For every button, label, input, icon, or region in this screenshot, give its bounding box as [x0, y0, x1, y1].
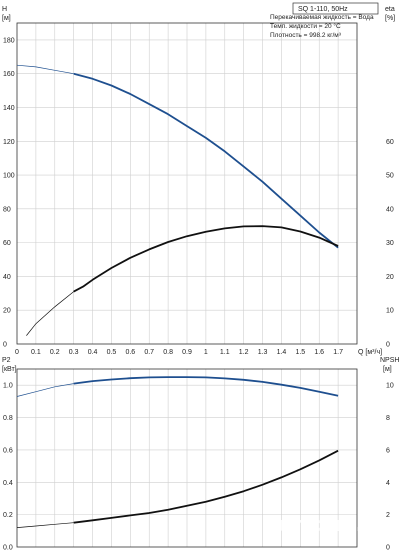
bottom-ticks: 0.0 0.2 0.4 0.6 0.8 1.0 0 2 4 6 8 10 [3, 383, 394, 552]
x-tick-label: 0 [15, 349, 19, 356]
watermark: nuitcom.by [264, 512, 390, 536]
top-left-axis-label: H [2, 6, 7, 13]
x-tick-label: 0.7 [144, 349, 154, 356]
top-right-tick-label: 50 [386, 173, 394, 180]
top-series-1-line [73, 225, 339, 293]
bottom-left-tick-label: 1.0 [3, 383, 13, 390]
bottom-series-0-line [73, 376, 339, 397]
top-ticks: 0 20 40 60 80 100 120 140 160 180 0 10 20 30 40 50 60 0 0.… [3, 37, 394, 356]
top-right-axis-label: eta [385, 6, 395, 13]
x-axis-name: Q [358, 349, 364, 356]
x-tick-label: 0.1 [31, 349, 41, 356]
top-left-tick-label: 40 [3, 274, 11, 281]
x-tick-label: 0.8 [163, 349, 173, 356]
bottom-left-tick-label: 0.6 [3, 447, 13, 454]
top-series-0-thin-line [16, 64, 74, 75]
bottom-right-axis-label: NPSH [380, 357, 399, 364]
x-axis-label: Q [м³/ч] [358, 349, 382, 356]
x-tick-label: 0.3 [69, 349, 79, 356]
info-line-temp: Темп. жидкости = 20 °C [270, 22, 341, 30]
top-chart: 0 20 40 60 80 100 120 140 160 180 0 10 20 30 40 50 60 0 0.… [2, 2, 395, 356]
chart-title: SQ 1-110, 50Hz [298, 6, 348, 13]
top-series [16, 64, 339, 336]
info-line-fluid: Перекачиваемая жидкость = Вода [270, 14, 374, 21]
x-tick-label: 1.5 [295, 349, 305, 356]
x-tick-label: 0.4 [88, 349, 98, 356]
x-tick-label: 1.4 [277, 349, 287, 356]
top-right-tick-label: 20 [386, 274, 394, 281]
top-left-tick-label: 80 [3, 206, 11, 213]
x-tick-label: 1.3 [258, 349, 268, 356]
top-right-tick-label: 60 [386, 139, 394, 146]
bottom-right-tick-label: 0 [386, 545, 390, 551]
x-tick-label: 1 [204, 349, 208, 356]
bottom-plot-frame [16, 368, 358, 548]
bottom-right-tick-label: 8 [386, 415, 390, 422]
top-grid [17, 23, 357, 344]
top-plot-frame [16, 22, 358, 345]
top-series-0-line [73, 72, 339, 249]
top-left-tick-label: 60 [3, 240, 11, 247]
top-right-tick-label: 0 [386, 342, 390, 349]
x-tick-label: 0.5 [107, 349, 117, 356]
bottom-left-axis-label: P2 [2, 357, 11, 364]
top-right-axis-unit: [%] [385, 15, 395, 22]
bottom-series [16, 376, 339, 528]
x-tick-label: 1.6 [314, 349, 324, 356]
info-line-density: Плотность = 998.2 кг/м³ [270, 32, 342, 39]
x-tick-label: 0.9 [182, 349, 192, 356]
bottom-left-tick-label: 0.4 [3, 480, 13, 487]
bottom-left-tick-label: 0.0 [3, 545, 13, 551]
top-left-tick-label: 20 [3, 308, 11, 315]
bottom-right-tick-label: 10 [386, 383, 394, 390]
bottom-right-axis-unit: [м] [383, 366, 392, 373]
bottom-right-tick-label: 2 [386, 512, 390, 519]
bottom-right-tick-label: 6 [386, 447, 390, 454]
top-right-tick-label: 10 [386, 308, 394, 315]
x-tick-label: 0.6 [125, 349, 135, 356]
top-left-tick-label: 140 [3, 105, 15, 112]
x-tick-label: 1.7 [333, 349, 343, 356]
top-left-tick-label: 100 [3, 173, 15, 180]
x-axis-unit: [м³/ч] [365, 349, 382, 356]
top-left-tick-label: 0 [3, 342, 7, 349]
top-right-tick-label: 40 [386, 206, 394, 213]
bottom-left-axis-unit: [кВт] [2, 366, 17, 373]
chart-title-box [292, 2, 379, 15]
x-tick-label: 0.2 [50, 349, 60, 356]
x-tick-label: 1.2 [239, 349, 249, 356]
top-left-tick-label: 120 [3, 139, 15, 146]
bottom-right-tick-label: 4 [386, 480, 390, 487]
top-left-tick-label: 180 [3, 37, 15, 44]
bottom-series-1-thin-line [16, 522, 74, 528]
top-left-axis-unit: [м] [2, 15, 11, 22]
x-tick-label: 1.1 [220, 349, 230, 356]
bottom-grid [17, 369, 357, 547]
bottom-series-0-thin-line [16, 383, 74, 397]
top-left-tick-label: 160 [3, 71, 15, 78]
bottom-left-tick-label: 0.2 [3, 512, 13, 519]
bottom-left-tick-label: 0.8 [3, 415, 13, 422]
bottom-series-1-line [73, 449, 339, 524]
top-right-tick-label: 30 [386, 240, 394, 247]
